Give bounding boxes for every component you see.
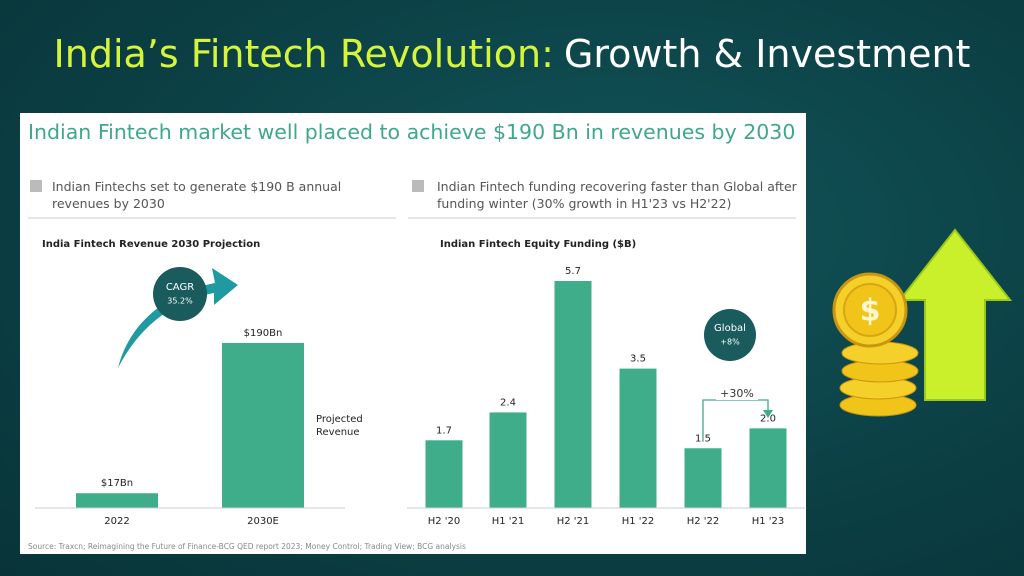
x-tick-label: H1 '22 xyxy=(622,516,655,527)
bar xyxy=(619,368,657,508)
headline: Indian Fintech market well placed to ach… xyxy=(28,120,795,144)
bar xyxy=(489,412,527,508)
source: Source: Traxcn; Reimagining the Future o… xyxy=(28,542,466,551)
value-label: 1.5 xyxy=(695,433,711,444)
value-label: $190Bn xyxy=(244,328,283,339)
value-label: $17Bn xyxy=(101,478,133,489)
x-tick-label: 2022 xyxy=(104,516,129,527)
x-tick-label: H2 '20 xyxy=(428,516,461,527)
cagr-badge xyxy=(153,267,207,321)
global-badge xyxy=(704,309,756,361)
bullet: Indian Fintechs set to generate $190 B a… xyxy=(52,179,342,211)
annotation: +30% xyxy=(720,387,754,400)
coin-inner xyxy=(843,283,897,337)
bar xyxy=(222,343,304,508)
chart-title: India Fintech Revenue 2030 Projection xyxy=(42,239,260,250)
title-rest: Growth & Investment xyxy=(564,32,971,76)
value-label: 5.7 xyxy=(565,266,581,277)
annotation: 35.2% xyxy=(167,297,193,306)
annotation: Projected Revenue xyxy=(316,414,363,438)
x-tick-label: H2 '21 xyxy=(557,516,590,527)
x-tick-label: H2 '22 xyxy=(687,516,720,527)
bar xyxy=(76,493,158,508)
growth-arrowhead xyxy=(763,410,773,418)
annotation: +8% xyxy=(720,338,740,347)
bullet-icon xyxy=(412,180,424,192)
chart-title: Indian Fintech Equity Funding ($B) xyxy=(440,239,636,250)
annotation: CAGR xyxy=(166,282,194,293)
value-label: 3.5 xyxy=(630,354,646,365)
bar xyxy=(425,440,463,508)
value-label: 1.7 xyxy=(436,425,452,436)
bar xyxy=(749,428,787,508)
annotation: Global xyxy=(714,323,746,334)
coin-symbol: $ xyxy=(860,294,881,329)
title-highlight: India’s Fintech Revolution: xyxy=(54,32,554,76)
cagr-arrow xyxy=(118,268,238,368)
bar xyxy=(554,281,592,508)
x-tick-label: H1 '21 xyxy=(492,516,525,527)
label-bg xyxy=(716,386,758,400)
slide-title: India’s Fintech Revolution: Growth & Inve… xyxy=(54,32,971,76)
value-label: 2.0 xyxy=(760,413,776,424)
bullet-icon xyxy=(30,180,42,192)
bullet: Indian Fintech funding recovering faster… xyxy=(437,179,797,211)
x-tick-label: 2030E xyxy=(247,516,279,527)
bar xyxy=(684,448,722,508)
x-tick-label: H1 '23 xyxy=(752,516,785,527)
value-label: 2.4 xyxy=(500,397,516,408)
